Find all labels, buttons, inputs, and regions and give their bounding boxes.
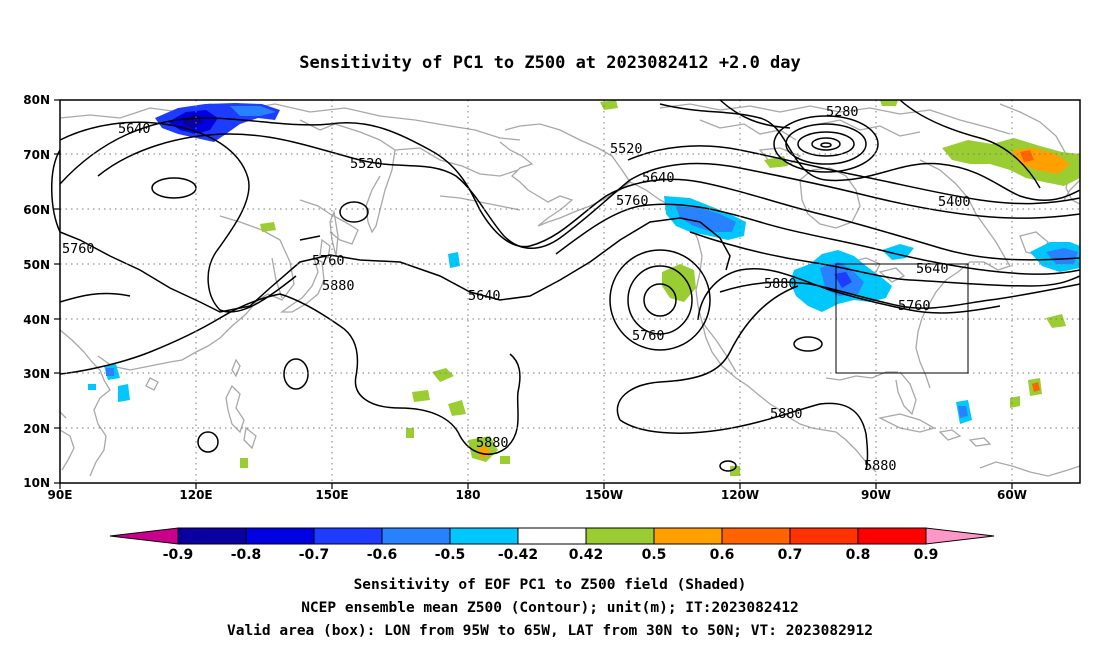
caption-line-3: Valid area (box): LON from 95W to 65W, L… bbox=[227, 623, 873, 639]
caption-line-1: Sensitivity of EOF PC1 to Z500 field (Sh… bbox=[354, 577, 747, 593]
caption: Sensitivity of EOF PC1 to Z500 field (Sh… bbox=[227, 577, 873, 639]
contour-label: 5880 bbox=[476, 435, 509, 451]
colorbar-label: -0.6 bbox=[367, 547, 398, 563]
contour-label: 5760 bbox=[632, 328, 665, 344]
colorbar-swatch bbox=[857, 527, 927, 545]
plot-area bbox=[60, 100, 1080, 483]
lat-label: 40N bbox=[23, 313, 50, 327]
sensitivity-shading bbox=[88, 100, 1080, 476]
lon-label: 120E bbox=[179, 488, 212, 502]
contour-label: 5880 bbox=[764, 276, 797, 292]
contour-label: 5640 bbox=[916, 261, 949, 277]
colorbar-swatch bbox=[245, 527, 315, 545]
colorbar-high-arrow bbox=[925, 527, 995, 545]
colorbar-label: 0.6 bbox=[710, 547, 735, 563]
lat-label: 80N bbox=[23, 93, 50, 107]
contour-label: 5760 bbox=[62, 241, 95, 257]
colorbar-swatch bbox=[721, 527, 791, 545]
contour-labels: 5640 5520 5760 5760 5880 5640 5520 5640 … bbox=[62, 104, 971, 474]
colorbar-label: -0.42 bbox=[498, 547, 538, 563]
plot-frame bbox=[59, 99, 1081, 484]
lat-label: 60N bbox=[23, 203, 50, 217]
lat-label: 20N bbox=[23, 422, 50, 436]
latitude-labels: 80N 70N 60N 50N 40N 30N 20N 10N bbox=[23, 93, 50, 490]
contour-label: 5400 bbox=[938, 194, 971, 210]
colorbar-label: 0.8 bbox=[846, 547, 871, 563]
lon-label: 180 bbox=[455, 488, 480, 502]
colorbar-swatch bbox=[585, 527, 655, 545]
z500-contours bbox=[51, 99, 1081, 472]
contour-label: 5880 bbox=[864, 458, 897, 474]
lon-label: 150W bbox=[585, 488, 623, 502]
gridlines bbox=[60, 100, 1080, 483]
lon-label: 90E bbox=[48, 488, 73, 502]
lat-label: 70N bbox=[23, 148, 50, 162]
caption-line-2: NCEP ensemble mean Z500 (Contour); unit(… bbox=[301, 600, 799, 616]
lon-label: 150E bbox=[315, 488, 348, 502]
colorbar-swatch bbox=[789, 527, 859, 545]
contour-label: 5880 bbox=[322, 278, 355, 294]
colorbar-swatch bbox=[517, 527, 587, 545]
colorbar-low-arrow bbox=[109, 527, 179, 545]
longitude-labels: 90E 120E 150E 180 150W 120W 90W 60W bbox=[48, 488, 1027, 502]
lat-label: 10N bbox=[23, 476, 50, 490]
colorbar-label: -0.8 bbox=[231, 547, 262, 563]
colorbar-label: 0.9 bbox=[914, 547, 939, 563]
colorbar-label: 0.5 bbox=[642, 547, 667, 563]
colorbar-swatch bbox=[449, 527, 519, 545]
colorbar-swatch bbox=[653, 527, 723, 545]
lon-label: 90W bbox=[861, 488, 891, 502]
contour-label: 5640 bbox=[468, 288, 501, 304]
lon-label: 120W bbox=[721, 488, 759, 502]
lat-label: 50N bbox=[23, 258, 50, 272]
colorbar: -0.9 -0.8 -0.7 -0.6 -0.5 -0.42 0.42 0.5 0.6 0.7 0.… bbox=[109, 527, 995, 563]
lat-label: 30N bbox=[23, 367, 50, 381]
colorbar-label: -0.9 bbox=[163, 547, 194, 563]
colorbar-label: -0.7 bbox=[299, 547, 330, 563]
lon-label: 60W bbox=[997, 488, 1027, 502]
map-title: Sensitivity of PC1 to Z500 at 2023082412… bbox=[299, 53, 801, 73]
valid-area-box bbox=[835, 263, 969, 374]
contour-label: 5880 bbox=[770, 406, 803, 422]
contour-label: 5520 bbox=[610, 141, 643, 157]
colorbar-label: 0.42 bbox=[569, 547, 604, 563]
contour-label: 5760 bbox=[898, 298, 931, 314]
contour-label: 5760 bbox=[312, 253, 345, 269]
contour-label: 5520 bbox=[350, 156, 383, 172]
contour-label: 5640 bbox=[118, 121, 151, 137]
contour-label: 5640 bbox=[642, 170, 675, 186]
contour-label: 5280 bbox=[826, 104, 859, 120]
colorbar-swatch bbox=[313, 527, 383, 545]
colorbar-swatch bbox=[381, 527, 451, 545]
contour-label: 5760 bbox=[616, 193, 649, 209]
colorbar-swatch bbox=[177, 527, 247, 545]
colorbar-label: -0.5 bbox=[435, 547, 466, 563]
colorbar-label: 0.7 bbox=[778, 547, 803, 563]
ticks bbox=[54, 99, 1013, 489]
